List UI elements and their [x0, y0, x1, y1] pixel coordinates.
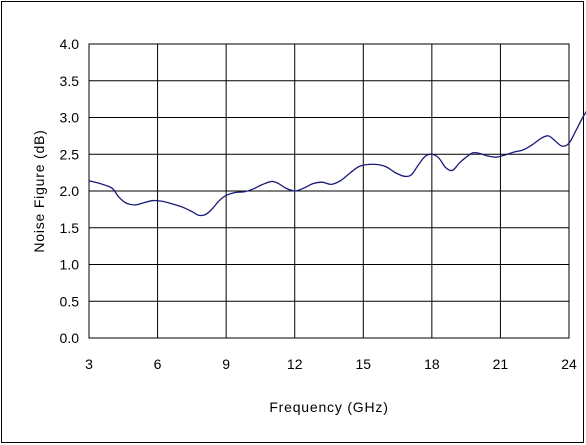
y-tick-label: 3.0 — [60, 110, 80, 126]
x-axis-tick-labels: 3 6 9 12 15 18 21 24 — [85, 356, 577, 372]
y-tick-label: 4.0 — [60, 36, 80, 52]
y-axis-tick-labels: 0.0 0.5 1.0 1.5 2.0 2.5 3.0 3.5 4.0 — [60, 36, 80, 346]
grid-lines — [89, 44, 569, 338]
x-tick-label: 9 — [222, 356, 230, 372]
x-tick-label: 12 — [287, 356, 303, 372]
x-tick-label: 6 — [154, 356, 162, 372]
y-tick-label: 0.5 — [60, 293, 80, 309]
x-tick-label: 21 — [493, 356, 509, 372]
y-tick-label: 0.0 — [60, 330, 80, 346]
x-tick-label: 3 — [85, 356, 93, 372]
y-axis-title: Noise Figure (dB) — [31, 129, 47, 252]
y-tick-label: 2.0 — [60, 183, 80, 199]
x-tick-label: 24 — [561, 356, 577, 372]
plot-area-border — [88, 43, 570, 339]
x-tick-label: 15 — [355, 356, 371, 372]
x-tick-label: 18 — [424, 356, 440, 372]
noise-figure-line — [88, 110, 586, 217]
x-axis-title: Frequency (GHz) — [269, 399, 388, 415]
y-tick-label: 1.5 — [60, 220, 80, 236]
y-tick-label: 1.0 — [60, 257, 80, 273]
y-tick-label: 2.5 — [60, 146, 80, 162]
y-tick-label: 3.5 — [60, 73, 80, 89]
